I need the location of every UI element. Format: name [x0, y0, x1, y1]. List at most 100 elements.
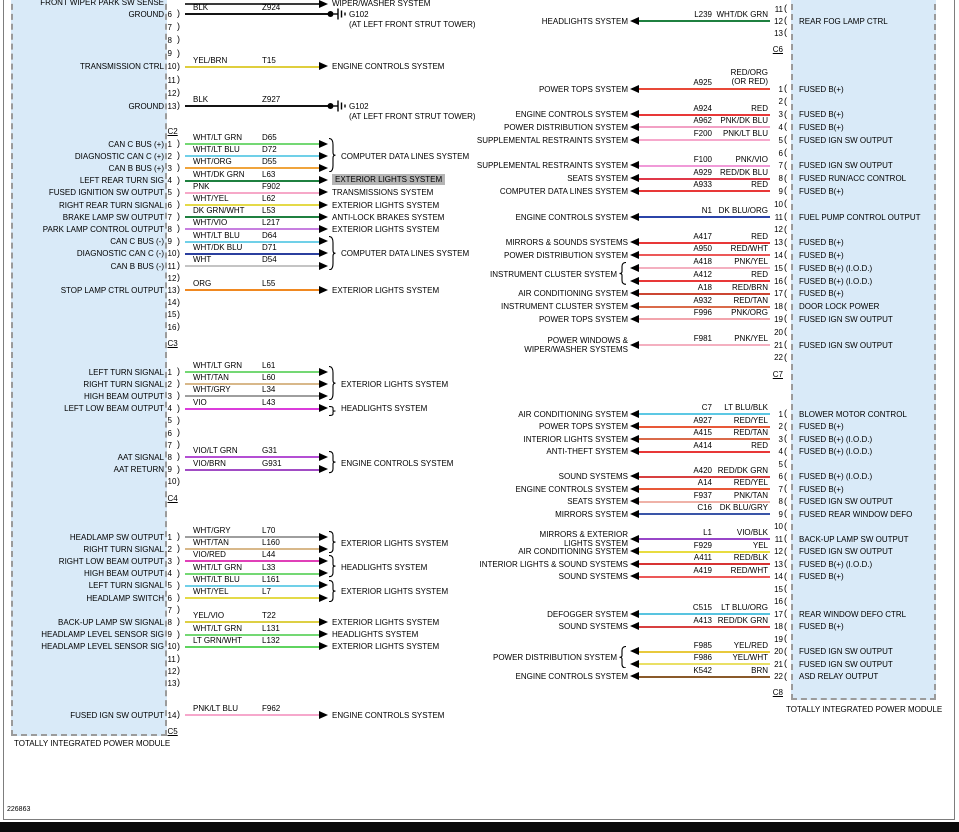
- wire: [185, 633, 319, 636]
- function-label: REAR WINDOW DEFO CTRL: [799, 609, 907, 619]
- pin-function-label: LEFT TURN SIGNAL: [88, 581, 164, 591]
- circuit-label: C16: [697, 503, 712, 512]
- system-label: POWER DISTRIBUTION SYSTEM: [503, 250, 628, 260]
- circuit-label: L217: [262, 218, 280, 228]
- pin-bracket-icon: (: [784, 645, 787, 656]
- arrowhead-icon: [630, 340, 639, 349]
- system-label: AIR CONDITIONING SYSTEM: [518, 289, 628, 299]
- pin-number: 9: [167, 465, 172, 475]
- wire-color-label: YEL/WHT: [732, 653, 768, 662]
- wire-color-label: PNK/LT BLU: [193, 704, 239, 713]
- pin-number: 8: [167, 452, 172, 462]
- circuit-label: A419: [693, 565, 712, 575]
- wire: [185, 143, 319, 145]
- circuit-label: A14: [697, 478, 712, 487]
- circuit-label: A418: [693, 257, 712, 267]
- pin-bracket-icon: (: [784, 3, 787, 13]
- pin-function-label: LEFT TURN SIGNAL: [88, 367, 164, 377]
- group-brace: [328, 403, 336, 416]
- wire: [639, 625, 770, 628]
- wire: [185, 252, 319, 255]
- wire-color-label: WHT/YEL: [193, 587, 229, 596]
- pin-number: 6: [167, 593, 172, 603]
- ground-icon: [327, 7, 351, 21]
- circuit-label: A414: [693, 440, 712, 450]
- arrowhead-icon: [319, 544, 328, 553]
- pin-number: 5: [778, 459, 783, 469]
- wire-color-label: RED/YEL: [733, 415, 768, 425]
- wire: [639, 88, 770, 90]
- pin-number: 17: [774, 289, 783, 299]
- system-label: INTERIOR LIGHTS SYSTEM: [523, 434, 628, 444]
- pin-bracket-icon: ): [177, 439, 180, 450]
- pin-bracket-icon: ): [177, 640, 180, 651]
- wire: [185, 714, 319, 716]
- pin-number: 5: [167, 188, 172, 198]
- wire: [639, 488, 770, 490]
- wire-color-label: BLK: [193, 3, 209, 12]
- group-brace: [619, 262, 627, 286]
- pin-bracket-icon: (: [784, 433, 787, 443]
- arrowhead-icon: [630, 302, 639, 311]
- system-label: SUPPLEMENTAL RESTRAINTS SYSTEM: [476, 135, 628, 145]
- pin-function-label: CAN C BUS (-): [110, 237, 164, 247]
- group-brace: [328, 451, 336, 474]
- circuit-label: A417: [693, 231, 712, 241]
- circuit-label: D54: [262, 255, 277, 264]
- pin-function-label: LEFT LOW BEAM OUTPUT: [64, 404, 164, 414]
- function-label: FUSED B(+): [799, 110, 844, 120]
- circuit-label: L62: [262, 194, 276, 203]
- pin-bracket-icon: ): [177, 402, 180, 413]
- pin-number: 11: [167, 261, 176, 271]
- pin-number: 2: [167, 379, 172, 389]
- arrowhead-icon: [319, 452, 328, 461]
- circuit-label: F981: [693, 334, 712, 343]
- arrowhead-icon: [319, 151, 328, 160]
- system-label: LIGHTS SYSTEM: [563, 538, 628, 548]
- system-label: HEADLIGHTS SYSTEM: [332, 630, 419, 640]
- function-label: FUSED B(+): [799, 238, 844, 248]
- pin-number: 7: [167, 440, 172, 450]
- wire-color-label: PNK: [193, 181, 210, 191]
- arrowhead-icon: [319, 212, 328, 221]
- wire: [639, 177, 770, 180]
- wire: [185, 536, 319, 538]
- arrowhead-icon: [630, 572, 639, 580]
- arrowhead-icon: [630, 622, 639, 630]
- arrowhead-icon: [630, 314, 639, 323]
- system-label: MIRRORS & SOUNDS SYSTEMS: [505, 238, 628, 248]
- pin-number: 4: [167, 176, 172, 186]
- pin-number: 8: [167, 224, 172, 234]
- pin-number: 7: [778, 161, 783, 171]
- system-label: ANTI-THEFT SYSTEM: [546, 447, 628, 456]
- arrowhead-icon: [319, 163, 328, 172]
- pin-number: 16: [774, 597, 783, 606]
- circuit-label: L7: [262, 587, 271, 596]
- system-label: ENGINE CONTROLS SYSTEM: [332, 62, 445, 72]
- system-label: HEADLIGHTS SYSTEM: [341, 404, 428, 414]
- pin-number: 13: [167, 678, 177, 688]
- pin-bracket-icon: ): [177, 677, 180, 688]
- pin-number: 9: [167, 237, 172, 247]
- pin-number: 21: [774, 659, 783, 669]
- pin-number: 4: [778, 447, 783, 456]
- function-label: FUSED B(+): [799, 484, 844, 494]
- system-label: HEADLIGHTS SYSTEM: [541, 16, 628, 26]
- pin-number: 7: [167, 212, 172, 222]
- wire: [185, 621, 319, 624]
- arrowhead-icon: [319, 224, 328, 233]
- arrowhead-icon: [319, 188, 328, 197]
- circuit-label: A411: [693, 553, 712, 562]
- wire-color-label: WHT/DK BLU: [193, 242, 243, 252]
- pin-number: 3: [167, 163, 172, 173]
- circuit-label: A18: [697, 282, 712, 292]
- pin-number: 19: [774, 314, 783, 324]
- function-label: FUSED B(+): [799, 84, 844, 94]
- pin-number: 18: [774, 302, 783, 312]
- system-label: EXTERIOR LIGHTS SYSTEM: [332, 642, 440, 652]
- wire-color-label: PNK/TAN: [733, 490, 768, 500]
- circuit-label: G31: [262, 446, 278, 456]
- system-label: EXTERIOR LIGHTS SYSTEM: [332, 200, 440, 210]
- group-brace: [328, 555, 336, 578]
